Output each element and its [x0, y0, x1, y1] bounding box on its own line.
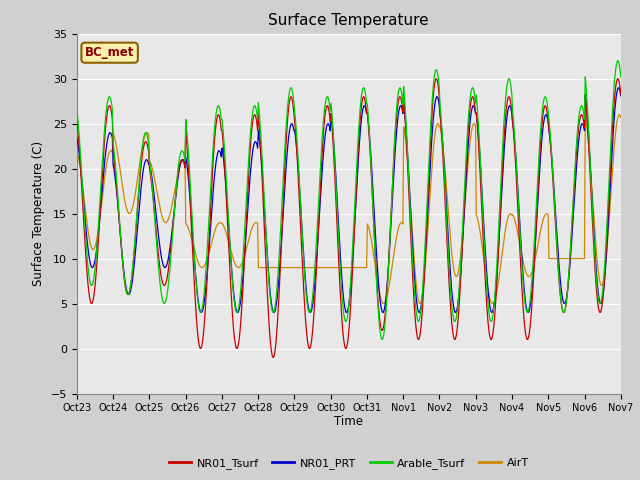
- Title: Surface Temperature: Surface Temperature: [269, 13, 429, 28]
- Legend: NR01_Tsurf, NR01_PRT, Arable_Tsurf, AirT: NR01_Tsurf, NR01_PRT, Arable_Tsurf, AirT: [164, 453, 533, 473]
- Y-axis label: Surface Temperature (C): Surface Temperature (C): [32, 141, 45, 286]
- Text: BC_met: BC_met: [85, 46, 134, 59]
- X-axis label: Time: Time: [334, 415, 364, 428]
